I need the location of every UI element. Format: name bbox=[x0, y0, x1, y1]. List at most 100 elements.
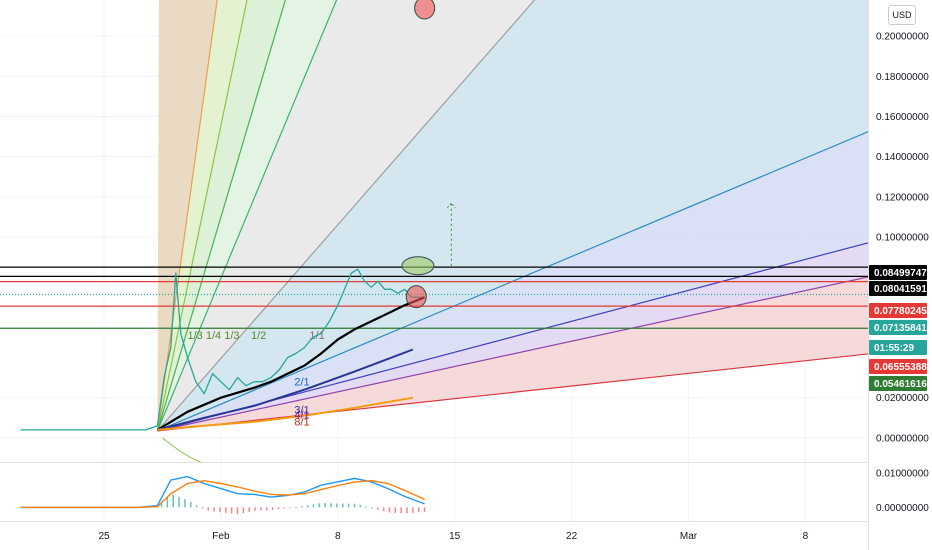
price-tick-label: 0.18000000 bbox=[876, 72, 929, 83]
indicator-signal bbox=[20, 479, 425, 509]
highlight-ellipse bbox=[401, 256, 435, 276]
price-badge-box bbox=[869, 320, 927, 335]
histogram-bar bbox=[219, 507, 221, 513]
fan-zone-fill bbox=[157, 0, 868, 431]
histogram-bar bbox=[301, 506, 303, 508]
histogram-bar bbox=[423, 507, 426, 512]
fan-label: 1/3 bbox=[224, 330, 239, 342]
fan-labels: 1/3 1/4 1/3 1/2 1/1 2/1 3/14/18/1 bbox=[188, 330, 325, 429]
price-badge: 0.08499747 bbox=[869, 265, 927, 280]
price-badge-box bbox=[869, 376, 927, 391]
price-tick-label: 0.00000000 bbox=[876, 433, 929, 444]
histogram-bar bbox=[412, 507, 414, 513]
time-tick-label: 22 bbox=[566, 531, 578, 542]
price-badge: 01:55:29 bbox=[869, 340, 927, 355]
histogram-bar bbox=[213, 507, 215, 512]
currency-button[interactable]: USD bbox=[888, 5, 916, 25]
price-tick-label: 0.16000000 bbox=[876, 112, 929, 123]
histogram-bar bbox=[201, 507, 204, 509]
time-axis[interactable]: 25 Feb 8 15 22 Mar 8 bbox=[98, 531, 808, 542]
histogram-bar bbox=[190, 501, 192, 508]
price-badge-label: 0.06555388 bbox=[874, 362, 927, 373]
price-badge: 0.05461616 bbox=[869, 376, 927, 391]
price-badge-label: 0.07780245 bbox=[874, 306, 927, 317]
histogram-bar bbox=[207, 507, 210, 511]
series-moving_average bbox=[157, 348, 414, 431]
fan-ray bbox=[157, 131, 868, 432]
histogram-bar bbox=[365, 506, 367, 508]
histogram-bar bbox=[353, 503, 356, 508]
price-badge-label: 0.08041591 bbox=[874, 284, 927, 295]
time-tick-label: 25 bbox=[98, 531, 110, 542]
histogram-bar bbox=[417, 507, 420, 513]
histogram-bar bbox=[406, 507, 408, 514]
indicator-panel bbox=[20, 475, 426, 515]
histogram-bar bbox=[195, 505, 198, 508]
gann-fan bbox=[156, 0, 868, 462]
price-tick-label: 0.12000000 bbox=[876, 192, 929, 203]
price-badge-label: 0.05461616 bbox=[874, 379, 927, 390]
series-moving_average bbox=[156, 296, 426, 431]
histogram-bar bbox=[312, 504, 315, 508]
histogram-bar bbox=[394, 507, 397, 513]
histogram-bar bbox=[160, 503, 163, 508]
histogram-bar bbox=[184, 499, 186, 508]
price-tick-label: 0.02000000 bbox=[876, 393, 929, 404]
histogram-bar bbox=[341, 503, 344, 508]
price-badge: 0.06555388 bbox=[869, 359, 927, 374]
histogram-bar bbox=[377, 507, 379, 510]
histogram-bar bbox=[359, 505, 362, 508]
histogram-bar bbox=[336, 503, 338, 508]
histogram-bar bbox=[277, 507, 280, 510]
time-tick-label: Mar bbox=[680, 531, 698, 542]
price-badge-box bbox=[869, 340, 927, 355]
histogram-bar bbox=[265, 507, 268, 511]
price-series bbox=[20, 268, 426, 431]
price-tick-label: 0.14000000 bbox=[876, 152, 929, 163]
histogram-bar bbox=[295, 506, 297, 508]
fan-label: 1/3 bbox=[188, 330, 203, 342]
price-badge: 0.07780245 bbox=[869, 303, 927, 318]
histogram-bar bbox=[283, 507, 286, 509]
histogram-bar bbox=[289, 507, 291, 509]
series-price bbox=[20, 268, 425, 431]
histogram-bar bbox=[318, 503, 321, 508]
fan-label: 4/1 bbox=[294, 410, 309, 422]
histogram-bar bbox=[324, 503, 326, 508]
price-axis[interactable]: 0.20000000 0.18000000 0.16000000 0.14000000… bbox=[876, 32, 929, 514]
price-badge-label: 0.08499747 bbox=[874, 268, 927, 279]
price-badge-box bbox=[869, 281, 927, 296]
price-badge-box bbox=[869, 359, 927, 374]
price-badge: 0.08041591 bbox=[869, 281, 927, 296]
fan-label: 1/4 bbox=[206, 330, 221, 342]
price-badges: 0.08499747 0.08041591 0.07780245 0.07135841… bbox=[869, 265, 927, 391]
fan-ray bbox=[157, 242, 868, 432]
histogram-bar bbox=[347, 503, 350, 508]
histogram-bar bbox=[271, 507, 274, 510]
fan-label: 1/1 bbox=[309, 330, 324, 342]
highlight-ellipse bbox=[414, 0, 436, 20]
fan-ray bbox=[156, 0, 338, 432]
fan-ray bbox=[156, 0, 536, 432]
histogram-bar bbox=[330, 503, 332, 508]
fan-ray bbox=[157, 276, 868, 432]
series-moving_average bbox=[157, 396, 414, 431]
histogram-bar bbox=[248, 507, 250, 512]
price-badge: 0.07135841 bbox=[869, 320, 927, 335]
histogram-bar bbox=[166, 497, 169, 508]
histogram-bar bbox=[388, 507, 391, 513]
price-badge-box bbox=[869, 265, 927, 280]
histogram-bar bbox=[242, 507, 245, 514]
fan-label: 3/1 bbox=[294, 404, 309, 416]
price-badge-box bbox=[869, 303, 927, 318]
time-tick-label: 8 bbox=[803, 531, 809, 542]
indicator-tick-label: 0.01000000 bbox=[876, 469, 929, 480]
price-tick-label: 0.20000000 bbox=[876, 32, 929, 43]
fan-label: 2/1 bbox=[294, 376, 309, 388]
histogram-bar bbox=[260, 507, 262, 511]
time-tick-label: 8 bbox=[335, 531, 341, 542]
histogram-bar bbox=[230, 507, 233, 514]
highlight-ellipse bbox=[405, 285, 427, 309]
histogram-bar bbox=[172, 494, 174, 508]
